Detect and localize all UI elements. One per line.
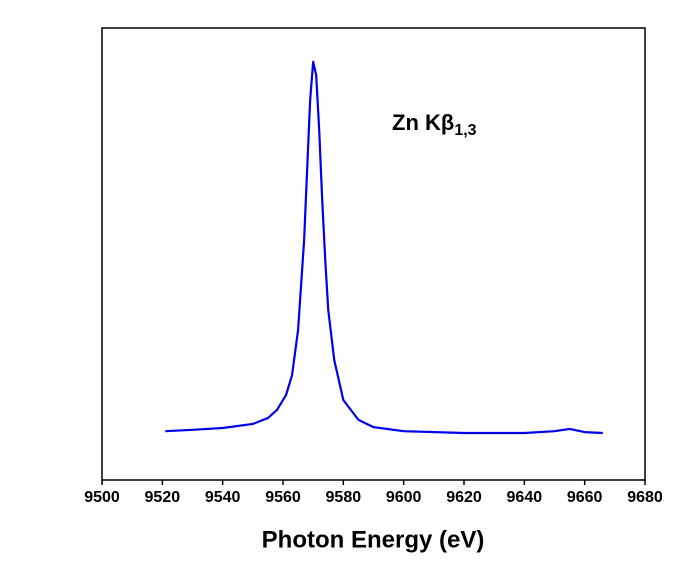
x-tick-label: 9540 xyxy=(205,489,241,506)
x-tick-label: 9580 xyxy=(326,489,362,506)
x-tick-label: 9620 xyxy=(446,489,482,506)
x-tick-label: 9520 xyxy=(145,489,181,506)
plot-frame xyxy=(101,27,646,481)
data-line xyxy=(165,60,603,435)
x-tick-label: 9500 xyxy=(84,489,120,506)
annotation-subscript: 1,3 xyxy=(454,122,476,139)
annotation: Zn Kβ1,3 xyxy=(392,110,477,139)
annotation-text: Zn Kβ xyxy=(392,110,454,135)
x-tick-label: 9680 xyxy=(627,489,663,506)
x-tick-label: 9640 xyxy=(507,489,543,506)
x-tick-label: 9600 xyxy=(386,489,422,506)
x-tick-label: 9560 xyxy=(265,489,301,506)
x-axis-title: Photon Energy (eV) xyxy=(262,526,485,553)
x-tick-label: 9660 xyxy=(567,489,603,506)
